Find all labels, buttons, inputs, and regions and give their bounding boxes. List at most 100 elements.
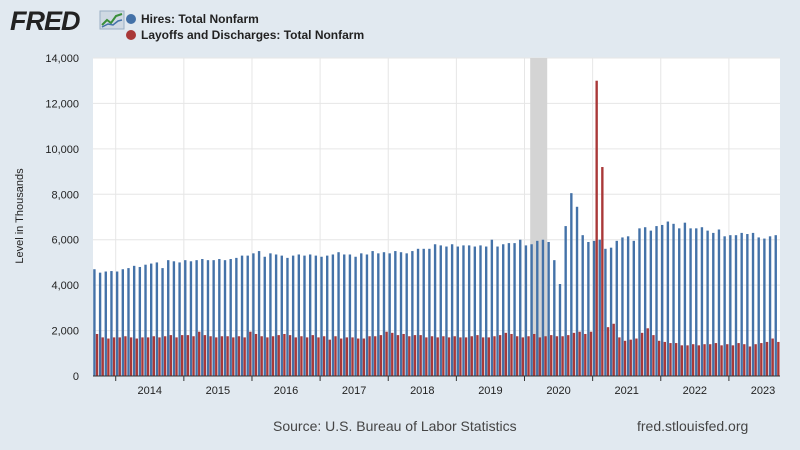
layoffs-bar: [771, 338, 774, 376]
hires-bar: [314, 255, 318, 376]
layoffs-bar: [504, 332, 508, 376]
x-tick-label: 2018: [410, 385, 434, 397]
hires-bar: [93, 269, 96, 376]
hires-bar: [519, 239, 522, 376]
hires-bar: [121, 269, 125, 376]
layoffs-bar: [743, 344, 746, 376]
hires-bar: [683, 222, 687, 376]
hires-bar: [150, 263, 153, 376]
layoffs-bar: [555, 336, 559, 376]
hires-bar: [138, 266, 142, 376]
layoffs-bar: [572, 332, 576, 376]
layoffs-bar: [589, 331, 593, 376]
layoffs-bar: [544, 336, 547, 376]
fred-logo-text: FRED: [10, 6, 80, 36]
hires-bar: [360, 253, 363, 376]
layoffs-bar: [510, 333, 513, 376]
hires-bar: [337, 252, 340, 376]
hires-bar: [422, 248, 425, 376]
layoffs-bar: [476, 335, 479, 376]
hires-bar: [575, 206, 579, 376]
hires-bar: [235, 257, 238, 376]
layoffs-bar: [198, 331, 201, 376]
legend-item-layoffs: Layoffs and Discharges: Total Nonfarm: [126, 28, 364, 42]
layoffs-bar: [419, 335, 422, 376]
site-link[interactable]: fred.stlouisfed.org: [637, 418, 749, 434]
hires-bar: [473, 246, 477, 376]
layoffs-bar: [243, 337, 246, 376]
y-tick-label: 6,000: [51, 235, 79, 247]
layoffs-bar: [169, 335, 173, 376]
layoffs-bar: [612, 323, 615, 376]
layoffs-bar: [464, 337, 468, 376]
hires-bar: [218, 259, 221, 376]
hires-bar: [507, 243, 511, 376]
hires-bar: [615, 240, 618, 376]
hires-bar: [587, 241, 590, 376]
y-tick-label: 12,000: [45, 98, 79, 110]
hires-bar: [541, 239, 545, 376]
hires-bar: [184, 260, 187, 376]
hires-bar: [763, 238, 766, 376]
layoffs-bar: [527, 336, 530, 376]
hires-bar: [331, 254, 335, 376]
layoffs-bar: [640, 332, 644, 376]
layoffs-bar: [124, 336, 127, 376]
hires-bar: [365, 254, 369, 376]
layoffs-bar: [362, 338, 366, 376]
layoffs-bar: [311, 335, 314, 376]
hires-bar: [740, 232, 743, 376]
layoffs-bar: [226, 336, 229, 376]
hires-bar: [155, 262, 159, 376]
hires-bar: [513, 243, 516, 376]
x-tick-label: 2014: [138, 385, 162, 397]
layoffs-bar: [277, 335, 280, 376]
layoffs-bar: [493, 336, 496, 376]
layoffs-bar: [146, 337, 150, 376]
hires-bar: [717, 229, 721, 376]
hires-bar: [581, 235, 584, 376]
hires-bar: [280, 255, 283, 376]
hires-bar: [246, 255, 249, 376]
hires-bar: [371, 251, 374, 376]
hires-bar: [564, 226, 567, 376]
hires-bar: [263, 256, 266, 376]
layoffs-bar: [680, 345, 684, 376]
layoffs-bar: [635, 338, 638, 376]
layoffs-bar: [254, 333, 258, 376]
layoffs-bar: [425, 337, 428, 376]
x-tick-label: 2016: [274, 385, 298, 397]
layoffs-bar: [357, 338, 360, 376]
hires-bar: [666, 221, 670, 376]
hires-bar: [768, 236, 772, 376]
layoffs-bar: [112, 337, 116, 376]
legend-swatch-hires: [126, 14, 136, 24]
x-tick-label: 2021: [614, 385, 638, 397]
hires-bar: [132, 265, 136, 376]
layoffs-bar: [498, 335, 502, 376]
layoffs-bar: [731, 345, 735, 376]
layoffs-bar: [135, 338, 138, 376]
layoffs-bar: [266, 337, 269, 376]
hires-bar: [604, 248, 607, 376]
layoffs-bar: [646, 328, 649, 376]
hires-bar: [115, 271, 119, 376]
x-tick-label: 2020: [546, 385, 570, 397]
layoffs-bar: [652, 335, 655, 376]
layoffs-bar: [129, 337, 133, 376]
hires-bar: [467, 245, 471, 376]
hires-bar: [558, 284, 562, 376]
hires-bar: [195, 260, 198, 376]
hires-bar: [649, 230, 653, 376]
hires-bar: [450, 244, 454, 376]
layoffs-bar: [720, 345, 723, 376]
hires-bar: [377, 253, 380, 376]
layoffs-bar: [691, 344, 695, 376]
layoffs-bar: [584, 333, 587, 376]
layoffs-bar: [726, 344, 729, 376]
layoffs-bar: [533, 333, 536, 376]
hires-bar: [462, 245, 465, 376]
layoffs-bar: [334, 336, 337, 376]
fred-logo[interactable]: FRED: [10, 6, 126, 36]
